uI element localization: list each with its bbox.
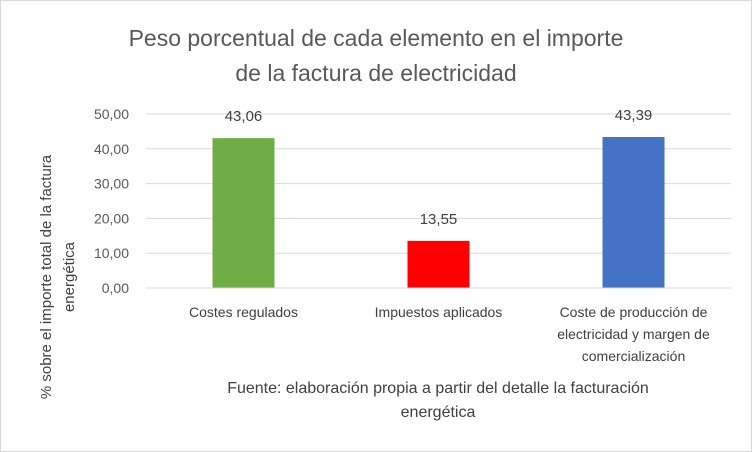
y-axis-title-line: % sobre el importe total de la factura — [38, 154, 55, 399]
x-category-label: electricidad y margen de — [557, 326, 710, 342]
data-label: 13,55 — [420, 211, 458, 228]
bar — [602, 137, 665, 288]
chart-title-line: de la factura de electricidad — [235, 60, 516, 86]
data-label: 43,39 — [615, 107, 653, 124]
y-tick-label: 20,00 — [94, 210, 129, 226]
x-category-label: Coste de producción de — [560, 304, 708, 320]
y-tick-label: 40,00 — [94, 141, 129, 157]
bar — [212, 138, 275, 288]
x-category-label: Impuestos aplicados — [375, 304, 503, 320]
data-label: 43,06 — [225, 108, 263, 125]
source-note-line: energética — [401, 404, 476, 421]
y-tick-label: 0,00 — [102, 280, 129, 296]
y-axis-title-line: energética — [61, 241, 78, 312]
x-category-label: Costes regulados — [189, 304, 298, 320]
x-category-label: comercialización — [582, 348, 685, 364]
y-tick-label: 10,00 — [94, 245, 129, 261]
y-tick-label: 50,00 — [94, 106, 129, 122]
chart-title-line: Peso porcentual de cada elemento en el i… — [129, 25, 624, 51]
y-tick-label: 30,00 — [94, 176, 129, 192]
bar — [407, 240, 470, 288]
source-note-line: Fuente: elaboración propia a partir del … — [227, 380, 649, 397]
